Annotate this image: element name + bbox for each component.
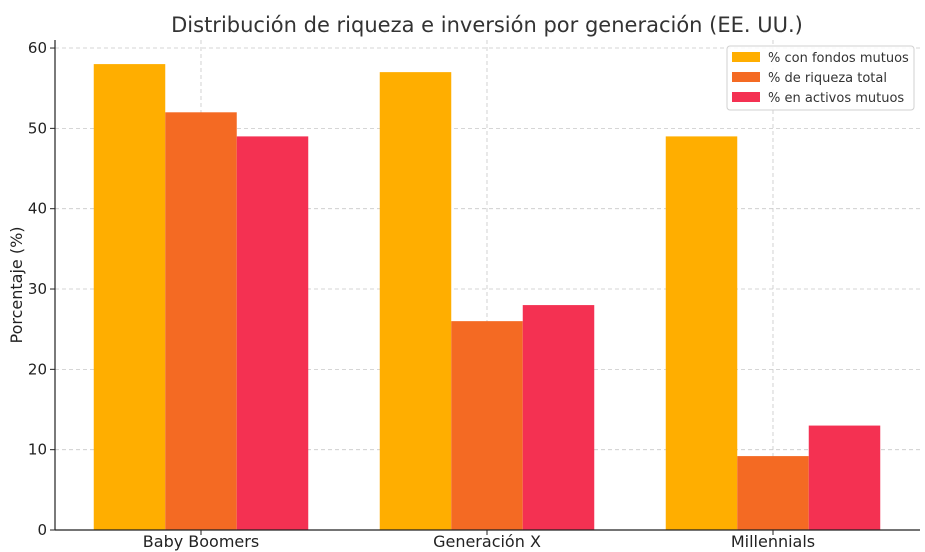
x-tick-label: Generación X bbox=[433, 532, 541, 551]
y-tick-label: 50 bbox=[28, 119, 47, 137]
bar bbox=[93, 64, 166, 530]
tick-labels: 0 10 20 30 40 50 60 Baby Boomers Generación X Mil… bbox=[28, 39, 815, 551]
bar bbox=[808, 425, 881, 530]
bar bbox=[522, 305, 595, 530]
x-tick-label: Baby Boomers bbox=[143, 532, 259, 551]
legend-swatch bbox=[732, 72, 760, 82]
bar bbox=[165, 112, 237, 531]
bar bbox=[737, 456, 809, 530]
legend-box bbox=[726, 45, 915, 111]
y-tick-label: 0 bbox=[37, 521, 47, 539]
bar bbox=[379, 72, 452, 530]
axes bbox=[50, 40, 920, 535]
legend: % con fondos mutuos % de riqueza total % e… bbox=[726, 45, 915, 111]
bars bbox=[93, 64, 881, 531]
y-tick-label: 60 bbox=[28, 39, 47, 57]
legend-label: % con fondos mutuos bbox=[768, 51, 909, 66]
y-tick-label: 20 bbox=[28, 360, 47, 378]
y-tick-label: 30 bbox=[28, 280, 47, 298]
y-axis-label: Porcentaje (%) bbox=[7, 226, 26, 343]
legend-label: % en activos mutuos bbox=[768, 91, 904, 106]
legend-label: % de riqueza total bbox=[768, 71, 887, 86]
legend-swatch bbox=[732, 52, 760, 62]
chart-title: Distribución de riqueza e inversión por … bbox=[171, 13, 803, 37]
bar bbox=[236, 136, 309, 531]
y-tick-label: 40 bbox=[28, 200, 47, 218]
bar bbox=[451, 321, 523, 530]
legend-swatch bbox=[732, 92, 760, 102]
bar bbox=[665, 136, 738, 531]
y-tick-label: 10 bbox=[28, 441, 47, 459]
x-tick-label: Millennials bbox=[731, 532, 815, 551]
